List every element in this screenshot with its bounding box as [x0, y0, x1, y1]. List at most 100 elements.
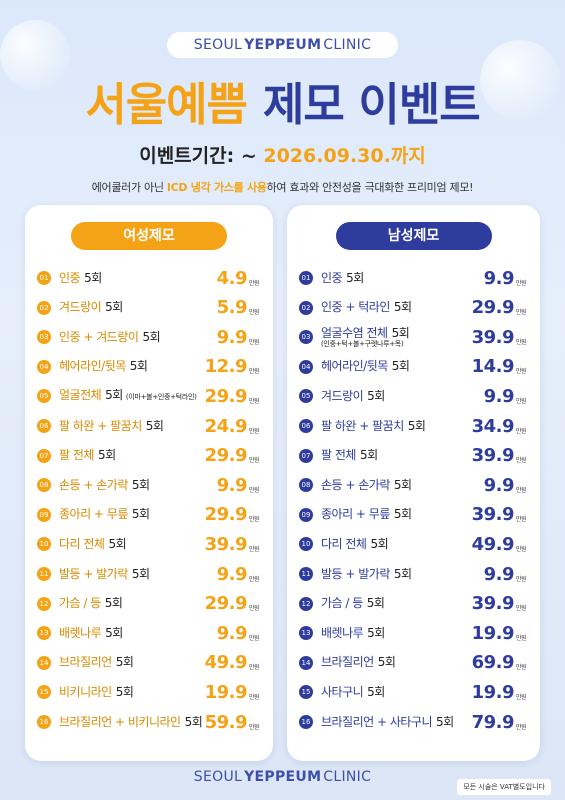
item-price: 79.9: [471, 711, 515, 733]
item-line: 가슴 / 등 5회: [321, 596, 385, 611]
item-number: 10: [299, 537, 313, 552]
item-name: 헤어라인/뒷목: [59, 359, 126, 374]
item-price: 69.9: [471, 652, 515, 674]
item-name: 손등 + 손가락: [59, 477, 128, 492]
price-unit: 만원: [249, 338, 260, 346]
item-line: 얼굴전체 5회 (이마+볼+인중+턱라인): [59, 388, 197, 402]
period-suffix: 까지: [390, 145, 426, 167]
item-number: 09: [37, 507, 51, 522]
price-unit: 만원: [249, 575, 260, 583]
price-unit: 만원: [516, 516, 527, 524]
panel: [25, 205, 273, 761]
item-count: 5회: [131, 507, 150, 522]
item-line: 겨드랑이 5회: [321, 389, 385, 403]
item-price: 39.9: [204, 533, 248, 555]
item-text: 인중 5회: [59, 271, 217, 285]
panel-title: 남성제모: [335, 222, 492, 250]
item-line: 배렛나루 5회: [59, 626, 123, 640]
price-unit: 만원: [249, 516, 260, 524]
item-number: 16: [37, 715, 51, 729]
item-number: 11: [299, 567, 313, 581]
brand-text: CLINIC: [323, 37, 372, 53]
price-row: 11 발등 + 발가락 5회 9.9 만원: [299, 561, 530, 587]
item-count: 5회: [105, 300, 123, 315]
item-line: 헤어라인/뒷목 5회: [59, 359, 148, 374]
subtitle-text: 하여 효과와 안전성을 극대화한 프리미엄 제모!: [266, 181, 474, 194]
item-text: 브라질리언 + 사타구니 5회: [321, 715, 472, 729]
price-unit: 만원: [516, 605, 527, 613]
item-price: 39.9: [471, 504, 515, 526]
item-number: 10: [37, 537, 51, 552]
price-unit: 만원: [249, 457, 260, 465]
item-text: 팔 전체 5회: [59, 449, 205, 462]
item-count: 5회: [391, 359, 410, 374]
item-number: 06: [37, 419, 51, 433]
item-line: 사타구니 5회: [321, 685, 385, 699]
footer-brand: SEOUL YEPPEUM CLINIC: [0, 769, 565, 785]
item-text: 팔 하완 + 팔꿈치 5회: [321, 419, 472, 433]
price-unit: 만원: [516, 368, 527, 376]
item-number: 16: [299, 715, 313, 729]
item-name: 손등 + 손가락: [321, 477, 390, 492]
item-name: 배렛나루: [321, 625, 364, 640]
item-line: 브라질리언 + 사타구니 5회: [321, 715, 454, 729]
item-price: 29.9: [204, 593, 248, 615]
item-number: 13: [299, 626, 313, 641]
item-price: 19.9: [471, 622, 515, 644]
price-row: 03 인중 + 겨드랑이 5회 9.9 만원: [37, 324, 263, 350]
item-count: 5회: [108, 536, 127, 551]
panel: [287, 205, 540, 761]
item-line: 헤어라인/뒷목 5회: [321, 359, 410, 374]
price-row: 01 인중 5회 9.9 만원: [299, 265, 530, 291]
price-row: 07 팔 전체 5회 39.9 만원: [299, 443, 530, 469]
price-row: 15 사타구니 5회 19.9 만원: [299, 679, 530, 705]
price-unit: 만원: [249, 664, 260, 672]
item-number: 09: [299, 507, 313, 522]
ice-decoration: [480, 40, 560, 120]
item-line: 인중 5회: [59, 271, 102, 285]
item-text: 가슴 / 등 5회: [59, 597, 205, 610]
panel-title: 여성제모: [71, 222, 227, 250]
item-price: 29.9: [204, 445, 248, 467]
item-text: 브라질리언 5회: [59, 656, 205, 669]
item-line: 발등 + 발가락 5회: [321, 567, 412, 581]
item-count: 5회: [367, 684, 385, 699]
item-price: 19.9: [471, 681, 515, 703]
item-price: 24.9: [204, 415, 248, 437]
item-price: 39.9: [471, 326, 515, 348]
period: 이벤트기간: ~ 2026.09.30.까지: [0, 141, 565, 168]
item-text: 브라질리언 5회: [321, 656, 472, 669]
item-name: 가슴 / 등: [321, 596, 363, 611]
item-price: 9.9: [216, 622, 248, 644]
item-line: 비키니라인 5회: [59, 684, 134, 699]
item-count: 5회: [391, 325, 410, 340]
subtitle-text: 에어쿨러가 아닌: [91, 181, 167, 194]
price-row: 08 손등 + 손가락 5회 9.9 만원: [299, 472, 530, 498]
item-number: 15: [299, 685, 313, 700]
item-line: 겨드랑이 5회: [59, 300, 123, 314]
item-number: 12: [299, 596, 313, 611]
price-unit: 만원: [516, 279, 527, 287]
price-row: 14 브라질리언 5회 69.9 만원: [299, 650, 530, 676]
price-unit: 만원: [516, 545, 527, 553]
price-unit: 만원: [249, 427, 260, 435]
item-count: 5회: [377, 655, 396, 670]
item-text: 얼굴전체 5회 (이마+볼+인중+턱라인): [59, 388, 205, 404]
price-row: 04 헤어라인/뒷목 5회 12.9 만원: [37, 354, 263, 380]
item-name: 얼굴수염 전체: [321, 325, 388, 340]
item-count: 5회: [346, 270, 364, 285]
item-price: 4.9: [216, 267, 248, 289]
item-number: 01: [299, 271, 313, 285]
price-row: 16 브라질리언 + 비키니라인 5회 59.9 만원: [37, 709, 263, 735]
item-text: 얼굴수염 전체 5회 (인중+턱+볼+구렛나루+목): [321, 325, 472, 348]
price-unit: 만원: [516, 575, 527, 583]
price-row: 11 발등 + 발가락 5회 9.9 만원: [37, 561, 263, 587]
item-line: 배렛나루 5회: [321, 626, 385, 640]
price-row: 08 손등 + 손가락 5회 9.9 만원: [37, 472, 263, 498]
item-count: 5회: [145, 418, 164, 433]
item-text: 손등 + 손가락 5회: [321, 477, 484, 492]
item-name: 비키니라인: [59, 684, 112, 699]
item-number: 08: [37, 478, 51, 493]
item-count: 5회: [436, 714, 454, 729]
